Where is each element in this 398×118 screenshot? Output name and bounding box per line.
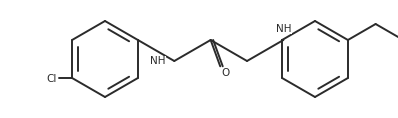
Text: Cl: Cl [47,74,57,84]
Text: NH: NH [276,24,291,34]
Text: NH: NH [150,57,166,67]
Text: O: O [221,68,230,78]
